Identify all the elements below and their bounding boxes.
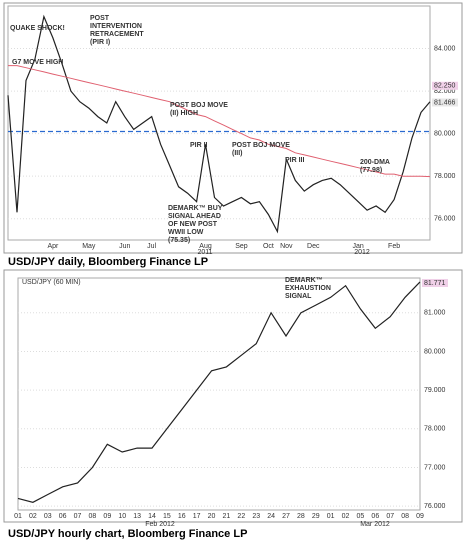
x-tick-label: Oct [263,243,274,250]
y-tick-label: 81.000 [424,310,446,317]
x-tick-label: Aug [199,243,212,250]
x-group-label: Mar 2012 [360,521,390,528]
x-tick-label: 23 [252,513,260,520]
annotation: PIR III [285,157,305,164]
y-tick-label: 84.000 [434,45,456,52]
annotation: PIR II [190,142,208,149]
x-tick-label: 07 [74,513,82,520]
series-line [7,14,431,234]
x-tick-label: 20 [208,513,216,520]
y-tick-label: 76.000 [424,503,446,510]
x-tick-label: 28 [297,513,305,520]
x-group-label: 2012 [354,249,370,256]
x-tick-label: 09 [103,513,111,520]
x-tick-label: 29 [312,513,320,520]
x-tick-label: Nov [280,243,293,250]
plot-area [17,277,421,511]
y-tick-label: 78.000 [424,426,446,433]
x-tick-label: 10 [118,513,126,520]
price-label: 81.466 [434,99,456,106]
frame [3,269,463,523]
x-tick-label: 13 [133,513,141,520]
x-tick-label: 01 [327,513,335,520]
price-tag [432,81,458,90]
annotation: POST BOJ MOVE (III) [232,142,290,157]
x-tick-label: 22 [237,513,245,520]
x-tick-label: 02 [29,513,37,520]
x-tick-label: 08 [89,513,97,520]
y-tick-label: 76.000 [434,216,456,223]
annotation: POST BOJ MOVE (II) HIGH [170,102,228,117]
x-tick-label: 17 [193,513,201,520]
series-line [8,65,431,178]
x-tick-label: Jun [119,243,130,250]
x-tick-label: Apr [47,243,59,250]
x-tick-label: 15 [163,513,171,520]
x-tick-label: 16 [178,513,186,520]
x-group-label: 2011 [197,249,212,256]
y-tick-label: 80.000 [434,130,456,137]
frame [3,2,463,254]
x-tick-label: 07 [386,513,394,520]
caption: USD/JPY hourly chart, Bloomberg Finance … [8,528,247,540]
annotation: DEMARK™ EXHAUSTION SIGNAL [285,277,331,300]
price-label: 81.771 [424,280,446,287]
y-tick-label: 77.000 [424,464,446,471]
x-tick-label: 08 [401,513,409,520]
x-tick-label: 03 [44,513,52,520]
annotation: QUAKE SHOCK! [10,25,65,32]
y-tick-label: 79.000 [424,387,446,394]
x-tick-label: 14 [148,513,156,520]
x-tick-label: Dec [307,243,320,250]
x-tick-label: 06 [59,513,67,520]
x-tick-label: 02 [342,513,350,520]
x-tick-label: Jul [147,243,156,250]
x-tick-label: 09 [416,513,424,520]
annotation: DEMARK™ BUY SIGNAL AHEAD OF NEW POST WWII L… [168,205,223,244]
x-tick-label: Jan [353,243,364,250]
series-line [17,281,421,503]
y-tick-label: 78.000 [434,173,456,180]
x-tick-label: 01 [14,513,22,520]
price-tag [422,278,448,287]
price-tag [432,98,458,107]
x-tick-label: May [82,243,96,250]
y-tick-label: 82.000 [434,88,456,95]
annotation: G7 MOVE HIGH [12,59,63,66]
x-tick-label: 21 [223,513,231,520]
x-tick-label: 27 [282,513,290,520]
x-tick-label: Feb [388,243,400,250]
chart-title: USD/JPY (60 MIN) [22,279,81,286]
y-tick-label: 80.000 [424,348,446,355]
annotation: 200-DMA (77.98) [360,159,390,174]
x-tick-label: Sep [235,243,248,250]
caption: USD/JPY daily, Bloomberg Finance LP [8,256,208,268]
x-tick-label: 24 [267,513,275,520]
annotation: POST INTERVENTION RETRACEMENT (PIR I) [90,15,144,46]
x-group-label: Feb 2012 [145,521,175,528]
x-tick-label: 05 [357,513,365,520]
price-label: 82.250 [434,83,456,90]
x-tick-label: 06 [371,513,379,520]
